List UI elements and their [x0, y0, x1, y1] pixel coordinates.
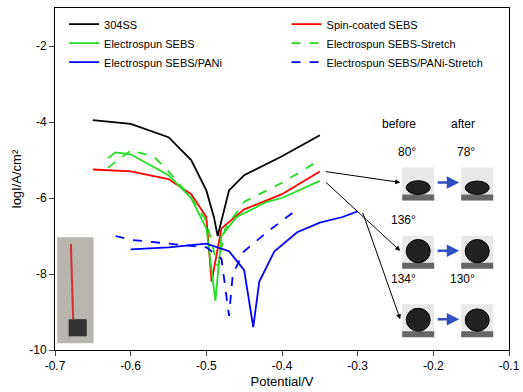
svg-text:-2: -2 [36, 39, 47, 53]
svg-text:Electrospun SEBS/PANi-Stretch: Electrospun SEBS/PANi-Stretch [327, 57, 483, 69]
svg-text:134°: 134° [391, 272, 416, 286]
svg-text:136°: 136° [391, 213, 416, 227]
svg-text:78°: 78° [457, 145, 475, 159]
svg-text:Electrospun SEBS-Stretch: Electrospun SEBS-Stretch [327, 38, 456, 50]
svg-text:after: after [451, 117, 475, 131]
svg-text:Spin-coated SEBS: Spin-coated SEBS [327, 19, 418, 31]
svg-text:304SS: 304SS [104, 19, 137, 31]
svg-text:-0.2: -0.2 [423, 359, 444, 373]
svg-text:-8: -8 [36, 267, 47, 281]
svg-text:logI/A/cm²: logI/A/cm² [9, 149, 24, 208]
svg-text:Electrospun SEBS/PANi: Electrospun SEBS/PANi [104, 57, 222, 69]
svg-text:Electrospun SEBS: Electrospun SEBS [104, 38, 195, 50]
svg-text:-0.4: -0.4 [272, 359, 293, 373]
svg-text:130°: 130° [450, 272, 475, 286]
svg-text:Potential/V: Potential/V [251, 374, 314, 389]
svg-text:-4: -4 [36, 115, 47, 129]
svg-text:-6: -6 [36, 191, 47, 205]
svg-text:-0.6: -0.6 [120, 359, 141, 373]
svg-text:-0.5: -0.5 [196, 359, 217, 373]
svg-text:-0.1: -0.1 [499, 359, 520, 373]
svg-text:-0.3: -0.3 [347, 359, 368, 373]
svg-text:-10: -10 [29, 343, 47, 357]
svg-text:-0.7: -0.7 [45, 359, 66, 373]
svg-text:80°: 80° [398, 145, 416, 159]
svg-text:before: before [382, 117, 416, 131]
